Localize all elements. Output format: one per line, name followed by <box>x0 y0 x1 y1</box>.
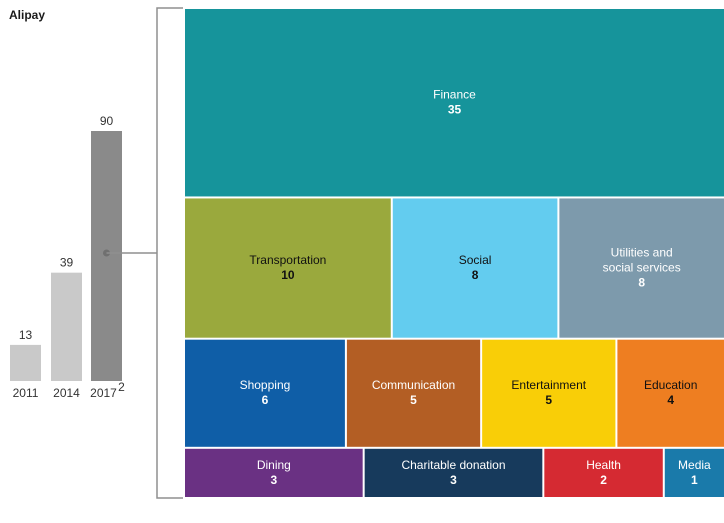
tile-label: Entertainment <box>511 378 586 392</box>
tile-shopping <box>185 339 345 447</box>
tile-value: 8 <box>472 268 479 282</box>
tile-entertainment <box>482 339 616 447</box>
treemap-bracket <box>156 7 183 499</box>
tile-label: Media <box>678 458 711 472</box>
tile-label: Health <box>586 458 621 472</box>
bar-2011 <box>10 344 41 381</box>
tile-label: Utilities and <box>611 246 673 260</box>
tile-communication <box>346 339 481 447</box>
tile-label: Charitable donation <box>401 458 505 472</box>
tile-label: Education <box>644 378 697 392</box>
bar-category-label: 2014 <box>53 386 80 400</box>
tile-utilities-and-social-services <box>559 198 724 338</box>
chart-title: Alipay <box>9 8 46 22</box>
tile-charitable-donation <box>364 448 543 497</box>
bar-value-label: 39 <box>60 256 74 270</box>
tile-value: 3 <box>450 473 457 487</box>
tile-transportation <box>185 198 391 338</box>
bar-value-label: 13 <box>19 328 33 342</box>
tile-label: Transportation <box>249 253 326 267</box>
tile-label: Communication <box>372 378 455 392</box>
bar-2014 <box>51 272 82 381</box>
bar-category-label: 2017 <box>90 386 117 400</box>
bar-category-label: 2011 <box>13 386 39 400</box>
tile-value: 6 <box>262 393 269 407</box>
tile-health <box>544 448 663 497</box>
tile-label: Dining <box>257 458 291 472</box>
tile-value: 5 <box>410 393 417 407</box>
tile-label: Finance <box>433 88 476 102</box>
tile-value: 35 <box>448 103 462 117</box>
tile-value: 10 <box>281 268 295 282</box>
tile-label: Social <box>459 253 492 267</box>
tile-value: 1 <box>691 473 698 487</box>
tile-value: 3 <box>270 473 277 487</box>
tile-value: 5 <box>545 393 552 407</box>
bar-category-superscript: 2 <box>118 380 125 394</box>
tile-dining <box>185 448 363 497</box>
tile-finance <box>185 9 724 197</box>
tile-value: 8 <box>638 276 645 290</box>
tile-value: 4 <box>667 393 674 407</box>
bar-value-label: 90 <box>100 114 114 128</box>
tile-label: social services <box>603 261 681 275</box>
tile-social <box>392 198 558 338</box>
tile-value: 2 <box>600 473 607 487</box>
tile-label: Shopping <box>240 378 291 392</box>
tile-education <box>617 339 724 447</box>
tile-media <box>664 448 724 497</box>
